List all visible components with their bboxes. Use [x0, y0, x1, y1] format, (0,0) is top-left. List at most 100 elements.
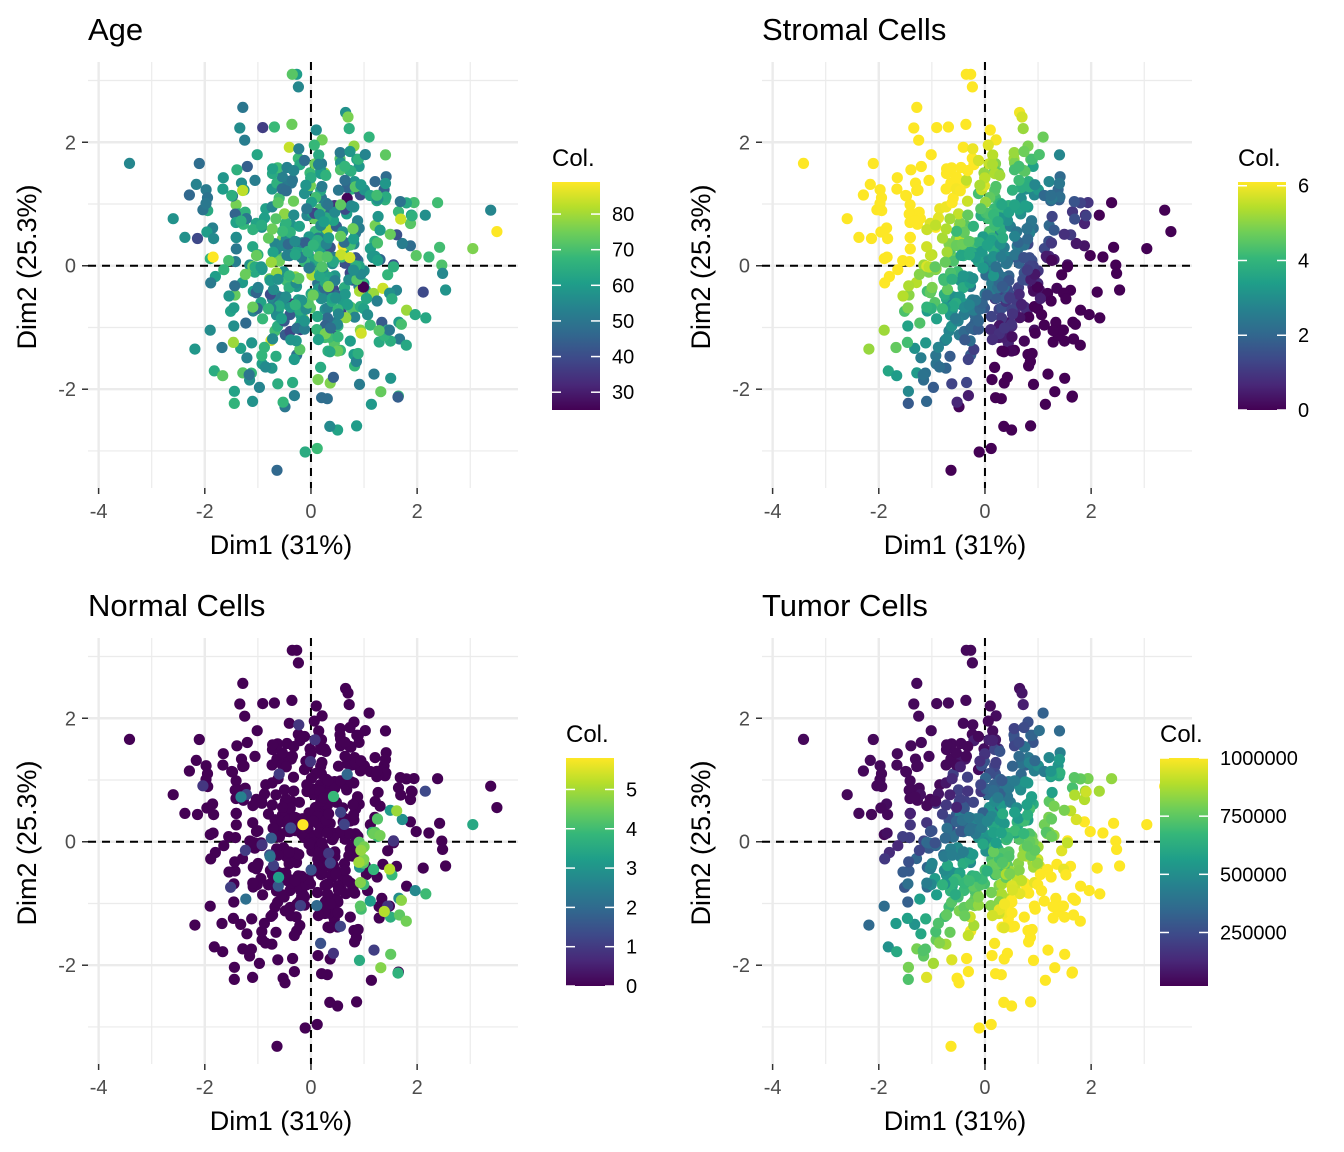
data-point [946, 954, 958, 966]
data-point [914, 317, 926, 329]
data-point [1004, 292, 1016, 304]
data-point [921, 241, 933, 253]
data-point [900, 189, 912, 202]
data-point [921, 395, 933, 407]
data-point [272, 197, 284, 209]
data-point [1019, 776, 1031, 788]
data-point [226, 189, 238, 202]
data-point [123, 733, 136, 746]
data-point [1106, 197, 1118, 209]
data-point [1058, 228, 1070, 240]
data-point [372, 254, 384, 266]
data-point [304, 756, 316, 768]
data-point [395, 894, 407, 906]
data-point [1061, 261, 1074, 273]
data-point [1026, 347, 1038, 360]
data-point [960, 174, 973, 186]
data-point [311, 324, 323, 336]
data-point [926, 857, 938, 870]
legend-title: Col. [552, 145, 595, 172]
data-point [985, 1018, 997, 1031]
data-point [348, 233, 360, 245]
data-point [123, 157, 136, 169]
data-point [1053, 725, 1066, 737]
data-point [324, 322, 337, 334]
data-point [961, 195, 974, 207]
data-point [360, 292, 372, 305]
data-point [252, 281, 264, 294]
data-point [252, 857, 264, 870]
data-point [1110, 259, 1122, 271]
y-tick-label: 2 [65, 708, 76, 730]
data-point [987, 846, 1000, 858]
data-point [973, 1022, 985, 1034]
data-point [972, 323, 985, 335]
data-point [255, 261, 267, 273]
data-point [874, 197, 886, 210]
data-point [939, 256, 951, 268]
data-point [990, 868, 1003, 880]
data-point [864, 178, 876, 190]
data-point [867, 157, 879, 170]
data-point [902, 973, 914, 986]
data-point [1009, 249, 1021, 261]
y-tick-label: 2 [65, 132, 76, 154]
data-point [921, 817, 933, 829]
colorbar-tick-label: 70 [612, 240, 634, 262]
data-point [1025, 420, 1037, 432]
data-point [926, 281, 938, 294]
data-point [217, 183, 229, 195]
data-point [237, 101, 249, 113]
data-point [344, 721, 356, 734]
data-point [963, 875, 975, 887]
data-point [1057, 324, 1069, 336]
data-point [874, 773, 886, 786]
data-point [231, 740, 243, 752]
data-point [217, 946, 229, 958]
data-point [1037, 131, 1049, 143]
data-point [241, 736, 253, 749]
data-point [932, 917, 945, 929]
data-point [312, 374, 324, 386]
data-point [1021, 264, 1033, 276]
data-point [250, 825, 263, 838]
data-point [963, 249, 976, 261]
data-point [1141, 243, 1153, 255]
data-point [287, 376, 299, 389]
data-point [243, 369, 255, 381]
data-point [1084, 826, 1096, 838]
data-point [941, 739, 953, 751]
data-point [998, 322, 1011, 334]
data-point [967, 143, 979, 155]
data-point [897, 290, 909, 302]
data-point [285, 334, 297, 346]
data-point [1083, 885, 1095, 897]
colorbar-tick-label: 50 [612, 311, 634, 333]
data-point [436, 259, 448, 271]
data-point [909, 215, 921, 227]
data-point [267, 333, 279, 345]
data-point [923, 174, 935, 186]
data-point [1080, 786, 1092, 798]
data-point [1046, 254, 1058, 266]
data-point [878, 900, 890, 912]
colorbar [566, 758, 614, 986]
colorbar-tick-label: 2 [1298, 325, 1309, 347]
data-point [288, 353, 300, 366]
data-point [339, 750, 351, 762]
data-point [316, 756, 328, 769]
data-point [957, 846, 969, 858]
data-point [227, 912, 239, 925]
data-point [247, 971, 259, 984]
data-point [1038, 895, 1050, 907]
data-point [962, 390, 975, 402]
data-point [1017, 699, 1029, 711]
data-point [1057, 900, 1069, 912]
data-point [228, 961, 240, 973]
data-point [974, 179, 986, 191]
colorbar [1160, 758, 1208, 986]
data-point [395, 789, 407, 801]
data-point [324, 996, 336, 1009]
data-point [353, 856, 365, 868]
data-point [968, 919, 980, 932]
